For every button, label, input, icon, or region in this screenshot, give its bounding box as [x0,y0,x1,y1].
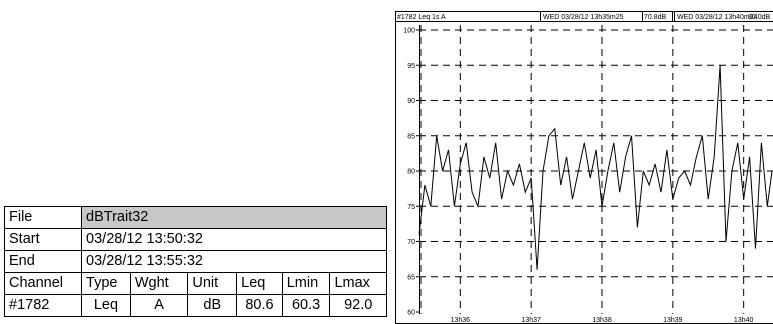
x-tick-label: 13h40 [734,317,754,324]
end-label: End [3,250,83,273]
y-tick-label: 95 [407,63,415,70]
header-type: Type [81,272,131,295]
y-tick-label: 90 [407,98,415,105]
lmax-value: 92.0 [329,294,387,317]
file-row: File dBTrait32 [3,206,387,229]
x-tick-label: 13h37 [521,317,541,324]
header-weighting: Wght [129,272,189,295]
x-tick-label: 13h38 [592,317,612,324]
y-tick-label: 65 [407,274,415,281]
table-row: #1782 Leq A dB 80.6 60.3 92.0 [3,294,387,317]
x-tick-label: 13h36 [451,317,471,324]
cursor2-time-box [674,11,773,22]
y-tick-label: 100 [403,28,415,35]
chart-frame [395,11,773,324]
type-value: Leq [81,294,131,317]
y-gridlines [419,29,773,278]
header-lmin: Lmin [281,272,331,295]
start-label: Start [3,228,83,251]
data-series [418,65,773,270]
cursor1-value: 70.8dB [644,14,667,21]
x-tick-label: 13h39 [663,317,683,324]
table-header-row: Channel Type Wght Unit Leq Lmin Lmax [3,272,387,295]
y-tick-label: 85 [407,133,415,140]
x-gridlines [459,25,745,314]
cursor2-time: WED 03/28/12 13h40m24 [677,14,758,21]
channel-info-table: File dBTrait32 Start 03/28/12 13:50:32 E… [3,206,387,317]
y-tick-label: 70 [407,239,415,246]
y-tick-labels: 60 65 70 75 80 85 90 95 100 [403,28,419,317]
y-tick-label: 60 [407,310,415,317]
file-name-value: dBTrait32 [81,206,387,229]
x-tick-labels: 13h36 13h37 13h38 13h39 13h40 [451,317,754,324]
cursor1-value-box [642,11,673,22]
header-channel: Channel [3,272,83,295]
unit-value: dB [187,294,238,317]
y-tick-label: 80 [407,169,415,176]
channel-value: #1782 [3,294,83,317]
cursor1-time: WED 03/28/12 13h35m25 [543,14,624,21]
start-row: Start 03/28/12 13:50:32 [3,228,387,251]
header-leq: Leq [236,272,283,295]
header-lmax: Lmax [329,272,387,295]
y-tick-label: 75 [407,204,415,211]
end-time-value: 03/28/12 13:55:32 [81,250,387,273]
time-history-chart: #1782 Leq 1s A WED 03/28/12 13h35m25 70.… [395,11,773,324]
file-label: File [3,206,83,229]
lmin-value: 60.3 [281,294,331,317]
header-unit: Unit [187,272,238,295]
leq-value: 80.6 [236,294,283,317]
series-label: #1782 Leq 1s A [397,14,446,21]
end-row: End 03/28/12 13:55:32 [3,250,387,273]
series-line [418,65,773,270]
cursor-lines [420,25,422,314]
weighting-value: A [129,294,189,317]
cursor2-value: 80.0dB [748,14,771,21]
chart-svg: #1782 Leq 1s A WED 03/28/12 13h35m25 70.… [395,11,773,324]
start-time-value: 03/28/12 13:50:32 [81,228,387,251]
